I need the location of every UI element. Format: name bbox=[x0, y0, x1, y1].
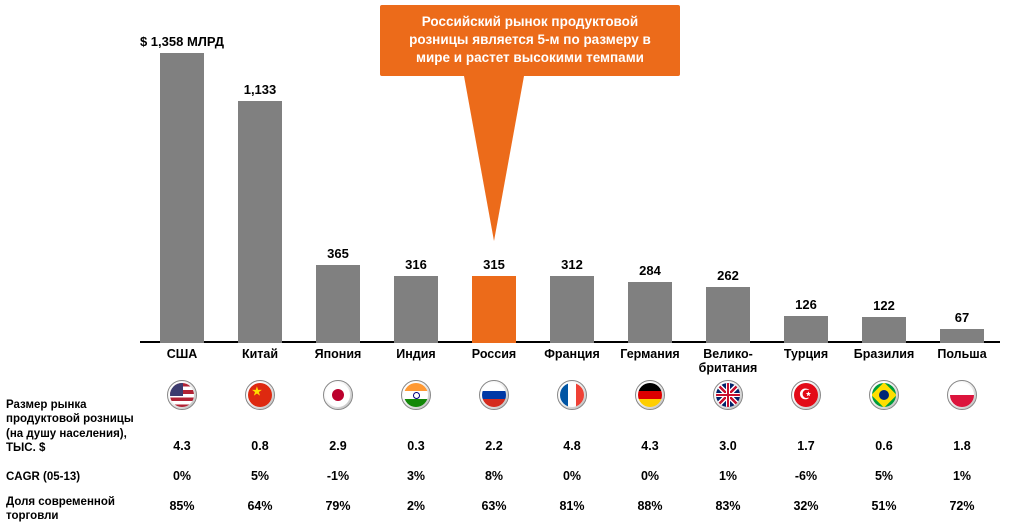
table-cell: 2.2 bbox=[462, 440, 526, 454]
table-cell: 2.9 bbox=[306, 440, 370, 454]
table-cell: 1% bbox=[930, 470, 994, 484]
bar-value-label: 365 bbox=[327, 246, 349, 261]
country-name: Польша bbox=[930, 348, 994, 362]
table-cell: 1.7 bbox=[774, 440, 838, 454]
table-cell: 2% bbox=[384, 500, 448, 514]
bar bbox=[472, 276, 516, 343]
bar-column: 122 bbox=[852, 298, 916, 343]
table-cell: 32% bbox=[774, 500, 838, 514]
bar-value-label: 316 bbox=[405, 257, 427, 272]
bar-column: 67 bbox=[930, 310, 994, 343]
bar bbox=[316, 265, 360, 343]
bar-column: 284 bbox=[618, 263, 682, 343]
row-label-0: Размер рынка продуктовой розницы (на душ… bbox=[6, 398, 146, 456]
bar-value-label: 262 bbox=[717, 268, 739, 283]
flag-icon bbox=[852, 380, 916, 414]
table-cell: 5% bbox=[228, 470, 292, 484]
bar bbox=[862, 317, 906, 343]
bar bbox=[706, 287, 750, 343]
row-label-1: CAGR (05-13) bbox=[6, 470, 146, 484]
table-cell: 4.3 bbox=[618, 440, 682, 454]
table-cell: -6% bbox=[774, 470, 838, 484]
country-name: Франция bbox=[540, 348, 604, 362]
table-cell: 0.3 bbox=[384, 440, 448, 454]
table-cell: 0% bbox=[540, 470, 604, 484]
table-cell: 81% bbox=[540, 500, 604, 514]
bar-value-label: 122 bbox=[873, 298, 895, 313]
country-name: Бразилия bbox=[852, 348, 916, 362]
table-cell: 51% bbox=[852, 500, 916, 514]
table-cell: 63% bbox=[462, 500, 526, 514]
country-name: Велико-британия bbox=[696, 348, 760, 376]
flag-icon: ☪ bbox=[774, 380, 838, 414]
table-cell: 4.8 bbox=[540, 440, 604, 454]
flag-icon bbox=[930, 380, 994, 414]
bar-value-label: 67 bbox=[955, 310, 969, 325]
table-cell: 0% bbox=[618, 470, 682, 484]
table-cell: 0.8 bbox=[228, 440, 292, 454]
country-name: Германия bbox=[618, 348, 682, 362]
bar-column: 126 bbox=[774, 297, 838, 343]
bar-value-label: 284 bbox=[639, 263, 661, 278]
country-name: Россия bbox=[462, 348, 526, 362]
flag-icon bbox=[540, 380, 604, 414]
bar bbox=[784, 316, 828, 343]
table-cell: 3.0 bbox=[696, 440, 760, 454]
table-cell: 88% bbox=[618, 500, 682, 514]
bar bbox=[238, 101, 282, 343]
table-cell: 1% bbox=[696, 470, 760, 484]
country-name: Китай bbox=[228, 348, 292, 362]
bar bbox=[940, 329, 984, 343]
flag-icon bbox=[150, 380, 214, 414]
chart: Российский рынок продуктовой розницы явл… bbox=[150, 0, 1010, 528]
bar-value-label: 312 bbox=[561, 257, 583, 272]
country-name: Турция bbox=[774, 348, 838, 362]
flag-icon: ★ bbox=[228, 380, 292, 414]
table-cell: 0% bbox=[150, 470, 214, 484]
bar-column: 315 bbox=[462, 257, 526, 343]
table-cell: 83% bbox=[696, 500, 760, 514]
bar-value-label: 1,133 bbox=[244, 82, 277, 97]
flag-icon bbox=[384, 380, 448, 414]
table-cell: 3% bbox=[384, 470, 448, 484]
country-name: США bbox=[150, 348, 214, 362]
bar-column: 316 bbox=[384, 257, 448, 343]
bar bbox=[394, 276, 438, 343]
table-cell: 4.3 bbox=[150, 440, 214, 454]
flag-icon bbox=[306, 380, 370, 414]
bar-value-label: 126 bbox=[795, 297, 817, 312]
country-name: Индия bbox=[384, 348, 448, 362]
table-cell: 0.6 bbox=[852, 440, 916, 454]
bar bbox=[550, 276, 594, 343]
table-cell: 1.8 bbox=[930, 440, 994, 454]
bar-column: $ 1,358 МЛРД bbox=[150, 34, 214, 343]
table-cell: 85% bbox=[150, 500, 214, 514]
table-cell: 5% bbox=[852, 470, 916, 484]
bar-column: 312 bbox=[540, 257, 604, 343]
bar bbox=[628, 282, 672, 343]
flag-icon bbox=[462, 380, 526, 414]
table-cell: 79% bbox=[306, 500, 370, 514]
bar bbox=[160, 53, 204, 343]
bar-column: 262 bbox=[696, 268, 760, 343]
bar-value-label: $ 1,358 МЛРД bbox=[140, 34, 224, 49]
bar-value-label: 315 bbox=[483, 257, 505, 272]
bar-column: 365 bbox=[306, 246, 370, 343]
table-cell: 72% bbox=[930, 500, 994, 514]
bars-area: $ 1,358 МЛРД1,13336531631531228426212612… bbox=[150, 43, 1010, 343]
flag-icon bbox=[696, 380, 760, 414]
table-cell: 64% bbox=[228, 500, 292, 514]
country-name: Япония bbox=[306, 348, 370, 362]
row-label-2: Доля современной торговли bbox=[6, 495, 146, 524]
table-cell: -1% bbox=[306, 470, 370, 484]
bar-column: 1,133 bbox=[228, 82, 292, 343]
flag-icon bbox=[618, 380, 682, 414]
table-cell: 8% bbox=[462, 470, 526, 484]
